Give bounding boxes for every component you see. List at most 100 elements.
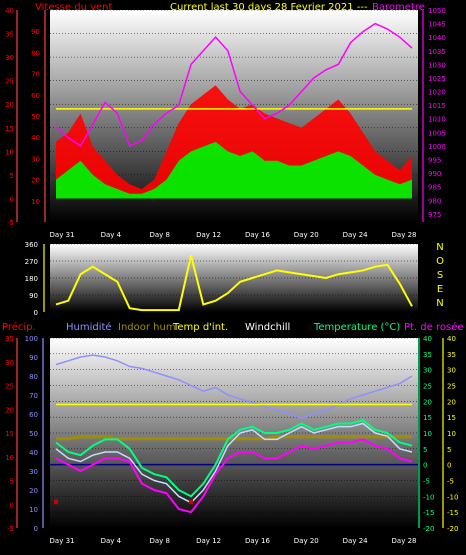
temp-left-tick: 25 (423, 383, 432, 391)
temp-right-tick: 0 (447, 462, 451, 470)
legend-dewpoint: Pt. de rosée (404, 321, 464, 333)
wind-direction-line (55, 255, 413, 312)
top-mid-tick: 40 (31, 134, 40, 142)
temp-right-tick: 15 (447, 414, 456, 422)
top-left-axis: -5 0 5 10 15 20 25 30 35 40 (5, 7, 18, 227)
top-x-tick-label: Day 4 (101, 231, 122, 239)
legend-indoor-hum: Indoor hum (118, 322, 176, 333)
mid-left-tick: 0 (34, 309, 38, 317)
mid-grid (50, 243, 418, 313)
temp-left-tick: 35 (423, 351, 432, 359)
top-x-tick-label: Day 20 (294, 231, 319, 239)
top-mid-tick: 20 (31, 177, 40, 185)
top-left-tick: 5 (10, 172, 14, 180)
top-left-tick: 15 (5, 125, 14, 133)
bottom-x-tick-label: Day 31 (50, 537, 75, 545)
top-left-tick: 10 (5, 148, 14, 156)
humidity-tick: 10 (29, 506, 38, 514)
precip-tick: 15 (5, 430, 14, 438)
top-right-tick: 1020 (428, 89, 446, 97)
temp-right-tick: -15 (447, 509, 458, 517)
barometer-line (55, 22, 413, 147)
temp-right-tick: 5 (447, 446, 451, 454)
mid-left-axis: 0 90 180 270 360 (25, 241, 45, 317)
temp-left-tick: -10 (423, 493, 434, 501)
compass-label: S (437, 270, 443, 281)
compass-label: O (436, 256, 444, 267)
precip-tick: 35 (5, 335, 14, 343)
temp-right-tick: -10 (447, 493, 458, 501)
rain-bar (54, 499, 58, 505)
temp-right-tick: 10 (447, 430, 456, 438)
top-mid-tick: 50 (31, 113, 40, 121)
rain-bar (189, 499, 194, 505)
temp-left-tick: 5 (423, 446, 427, 454)
legend-precip: Précip. (2, 321, 36, 333)
barometer-title: Barometre (372, 2, 425, 13)
bottom-x-tick-label: Day 28 (392, 537, 417, 545)
temp-right-tick: 20 (447, 398, 456, 406)
top-mid-tick: 80 (31, 49, 40, 57)
top-right-tick: 1045 (428, 21, 446, 29)
top-mid-tick: 30 (31, 155, 40, 163)
top-x-tick-label: Day 16 (245, 231, 271, 239)
temp-left-tick: -15 (423, 509, 434, 517)
top-left-tick: 25 (5, 78, 14, 86)
top-series (55, 22, 413, 199)
top-right-tick: 1050 (428, 7, 446, 15)
bottom-x-tick-label: Day 16 (245, 537, 271, 545)
temp-left-tick: 20 (423, 398, 432, 406)
top-right-tick: 1025 (428, 75, 446, 83)
top-left-tick: 30 (5, 54, 14, 62)
legend-humidity: Humidité (66, 321, 112, 333)
top-mid-tick: 90 (31, 28, 40, 36)
top-x-tick-label: Day 8 (149, 231, 170, 239)
temp-right-tick: -5 (447, 478, 454, 486)
humidity-axis: 0 10 20 30 40 50 60 70 80 90 100 (25, 335, 44, 533)
humidity-tick: 90 (29, 354, 38, 362)
top-right-tick: 1000 (428, 143, 446, 151)
temp-axis-left: -20 -15 -10 -5 0 5 10 15 20 25 30 35 40 (418, 335, 434, 533)
top-mid-axis: 10 20 30 40 50 60 70 80 90 (31, 10, 46, 222)
top-mid-tick: 70 (31, 71, 40, 79)
top-right-tick: 1030 (428, 61, 446, 69)
temp-axis-right: -20 -15 -10 -5 0 5 10 15 20 25 30 35 40 (442, 335, 458, 533)
precip-tick: 30 (5, 359, 14, 367)
top-right-tick: 985 (428, 184, 441, 192)
top-right-tick: 995 (428, 156, 441, 164)
temp-left-tick: 30 (423, 367, 432, 375)
compass-label: E (437, 284, 443, 295)
top-right-tick: 1005 (428, 129, 446, 137)
top-right-tick: 1035 (428, 48, 446, 56)
humidity-tick: 70 (29, 392, 38, 400)
temp-right-tick: 40 (447, 335, 456, 343)
top-x-labels: Day 31 Day 4 Day 8 Day 12 Day 16 Day 20 Day 24… (50, 231, 417, 239)
top-right-tick: 990 (428, 170, 441, 178)
legend-windchill: Windchill (245, 322, 290, 333)
humidity-tick: 60 (29, 411, 38, 419)
bottom-x-labels: Day 31 Day 4 Day 8 Day 12 Day 16 Day 20 Day 24… (50, 537, 417, 545)
humidity-tick: 40 (29, 449, 38, 457)
top-right-tick: 1015 (428, 102, 446, 110)
precip-tick: 10 (5, 454, 14, 462)
top-left-tick: 35 (5, 31, 14, 39)
compass-label: N (436, 242, 443, 253)
mid-left-tick: 270 (25, 258, 38, 266)
temp-left-tick: -20 (423, 525, 434, 533)
top-mid-tick: 60 (31, 92, 40, 100)
humidity-tick: 100 (25, 335, 38, 343)
humidity-tick: 0 (34, 525, 38, 533)
temp-right-tick: 30 (447, 367, 456, 375)
temp-left-tick: 10 (423, 430, 432, 438)
windchill-line (55, 422, 413, 504)
humidity-tick: 30 (29, 468, 38, 476)
bottom-series (50, 354, 418, 514)
top-right-tick: 1010 (428, 116, 446, 124)
top-right-tick: 1040 (428, 34, 446, 42)
precip-tick: 5 (10, 478, 14, 486)
dewpoint-line (55, 438, 413, 514)
top-x-tick-label: Day 31 (50, 231, 75, 239)
wind-speed-title: Vitesse du vent (35, 2, 112, 13)
